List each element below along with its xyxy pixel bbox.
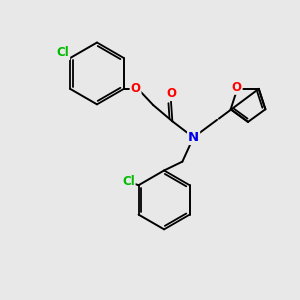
Text: O: O (130, 82, 141, 95)
Text: N: N (188, 131, 199, 144)
Text: Cl: Cl (122, 175, 135, 188)
Text: Cl: Cl (56, 46, 69, 59)
Text: O: O (232, 81, 242, 94)
Text: O: O (166, 87, 176, 100)
